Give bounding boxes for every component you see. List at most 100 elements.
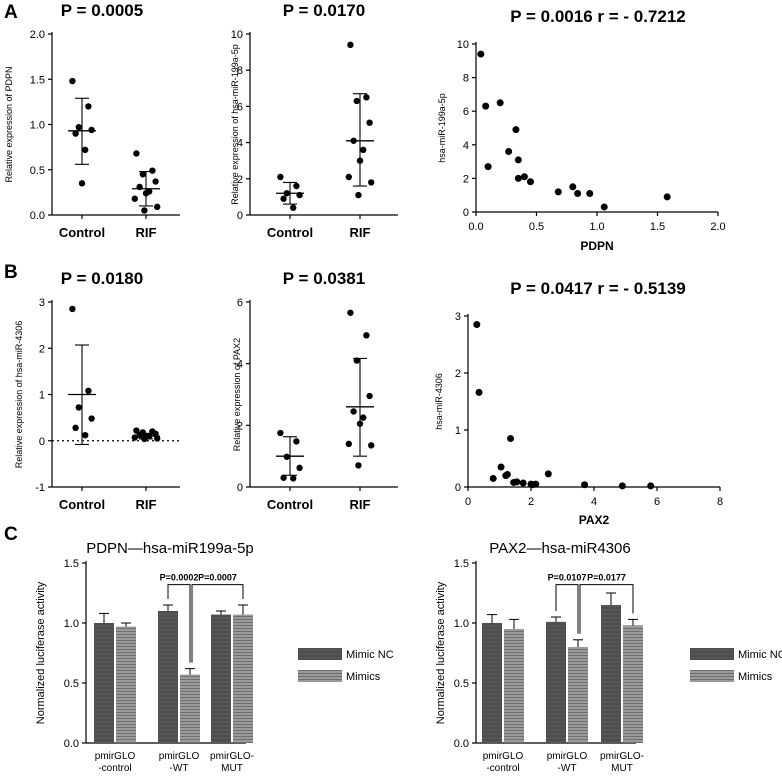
x-axis-label: PAX2 (579, 513, 610, 527)
y-tick-label: 3 (455, 311, 461, 323)
scatter-point (503, 470, 511, 478)
data-point-control (283, 453, 290, 460)
y-tick-label: 6 (237, 297, 243, 309)
scatter-point (569, 183, 577, 191)
data-point-control (85, 387, 92, 394)
bar-mimic-nc (158, 611, 178, 743)
scatter-point (482, 102, 490, 110)
x-tick-label: 1.5 (650, 221, 665, 233)
y-tick-label: 0 (39, 436, 45, 448)
panel-letter-b: B (4, 262, 18, 283)
x-tick-label: 4 (591, 496, 597, 508)
significance-label: P=0.0007 (198, 573, 237, 583)
data-point-rif (152, 178, 159, 185)
scatter-point (475, 388, 483, 396)
x-tick-label: 2 (528, 496, 534, 508)
y-tick-label: 1.5 (64, 558, 79, 570)
data-point-control (69, 77, 76, 85)
y-axis-label: Relative expression of hsa-miR-4306 (14, 321, 24, 469)
data-point-rif (360, 414, 367, 421)
scatter-point (497, 463, 505, 471)
x-axis-label: PDPN (580, 239, 613, 253)
bar-mimics (504, 629, 524, 743)
data-point-rif (131, 434, 138, 441)
significance-bracket (579, 584, 634, 634)
chart-a1-pdpn-expression: P = 0.0005 Relative expression of PDPN 0.0… (4, 1, 180, 240)
y-tick-label: 2 (455, 368, 461, 380)
bar-mimic-nc (482, 623, 502, 743)
y-tick-label: 0.5 (454, 678, 469, 690)
chart-title: P = 0.0170 (283, 1, 365, 20)
data-point-rif (133, 150, 140, 157)
data-point-control (88, 126, 95, 134)
y-axis-label: Relative expression of PAX2 (232, 338, 242, 451)
y-tick-label: -1 (35, 482, 45, 494)
chart-a2-mir199a-expression: P = 0.0170 Relative expression of hsa-miR… (230, 1, 398, 240)
y-tick-label: 0.0 (64, 738, 79, 750)
category-label: MUT (611, 763, 633, 774)
scatter-point (507, 435, 515, 443)
significance-bracket (555, 584, 579, 634)
y-tick-label: 0 (237, 210, 243, 222)
y-tick-label: 0 (455, 482, 461, 494)
data-point-rif (149, 167, 156, 174)
data-point-rif (345, 173, 352, 181)
scatter-point (526, 178, 534, 186)
bar-mimic-nc (211, 614, 231, 743)
data-point-rif (366, 392, 373, 400)
legend-label: Mimics (738, 671, 773, 683)
y-axis-label: Relative expression of hsa-miR-199a-5p (230, 44, 240, 205)
x-tick-label: 6 (654, 496, 660, 508)
legend-swatch-mimic-nc (690, 648, 734, 660)
chart-c1-luciferase-pdpn: PDPN—hsa-miR199a-5p Normalized luciferase… (35, 540, 394, 774)
category-label: RIF (136, 497, 157, 512)
data-point-rif (347, 309, 354, 316)
data-point-rif (141, 207, 148, 214)
category-label: -control (98, 763, 131, 774)
data-point-rif (350, 137, 357, 144)
category-label: pmirGLO (159, 751, 200, 762)
data-point-control (293, 438, 300, 445)
category-label: Control (59, 497, 105, 512)
bar-mimic-nc (546, 621, 566, 743)
y-axis-label: Normalized luciferase activity (435, 581, 447, 724)
legend-label: Mimics (346, 671, 381, 683)
data-point-control (82, 146, 89, 154)
y-tick-label: 10 (457, 39, 469, 51)
y-tick-label: 1.5 (30, 74, 45, 86)
y-tick-label: 2 (237, 174, 243, 186)
x-tick-label: 0 (465, 496, 471, 508)
chart-title: P = 0.0005 (61, 1, 143, 20)
data-point-control (283, 190, 290, 197)
data-point-control (293, 182, 300, 190)
x-tick-label: 0.5 (529, 221, 544, 233)
data-point-rif (353, 97, 360, 105)
data-point-rif (142, 190, 150, 197)
data-point-control (75, 124, 83, 131)
legend-label: Mimic NC (738, 649, 782, 661)
data-point-rif (141, 435, 148, 443)
data-point-rif (356, 420, 364, 427)
bar-mimics (116, 626, 136, 743)
category-label: pmirGLO (483, 751, 524, 762)
y-axis-label: Relative expression of PDPN (4, 66, 14, 182)
data-point-rif (133, 427, 140, 434)
data-point-rif (355, 191, 362, 199)
bar-mimic-nc (601, 605, 621, 743)
y-tick-label: 1.5 (454, 558, 469, 570)
data-point-rif (360, 146, 367, 154)
y-tick-label: 10 (231, 29, 243, 41)
data-point-control (72, 130, 79, 137)
bar-mimics (623, 625, 643, 743)
category-label: pmirGLO- (600, 751, 644, 762)
y-axis-label: Normalized luciferase activity (35, 581, 47, 724)
bar-mimics (568, 647, 588, 743)
chart-title: PDPN—hsa-miR199a-5p (86, 540, 254, 557)
y-tick-label: 0.5 (30, 165, 45, 177)
category-label: Control (59, 225, 105, 240)
data-point-rif (363, 94, 370, 101)
scatter-point (489, 474, 497, 482)
category-label: pmirGLO- (210, 751, 254, 762)
bar-mimics (233, 614, 253, 743)
x-tick-label: 0.0 (468, 221, 483, 233)
